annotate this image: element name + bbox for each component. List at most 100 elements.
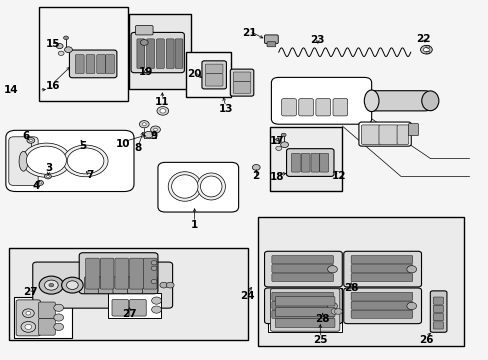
Circle shape — [27, 138, 35, 143]
FancyBboxPatch shape — [407, 123, 418, 136]
Circle shape — [160, 109, 165, 113]
Text: 3: 3 — [45, 163, 52, 173]
Circle shape — [334, 309, 342, 314]
FancyBboxPatch shape — [432, 322, 443, 329]
Bar — [269, 127, 342, 191]
FancyBboxPatch shape — [350, 292, 412, 300]
FancyBboxPatch shape — [271, 292, 333, 300]
FancyBboxPatch shape — [361, 125, 380, 144]
Circle shape — [151, 261, 157, 265]
Circle shape — [142, 123, 146, 126]
Text: 11: 11 — [155, 96, 169, 107]
Circle shape — [144, 131, 153, 138]
FancyBboxPatch shape — [271, 274, 333, 282]
FancyBboxPatch shape — [112, 300, 128, 316]
FancyBboxPatch shape — [39, 302, 55, 319]
Circle shape — [39, 182, 41, 184]
FancyBboxPatch shape — [233, 82, 250, 93]
FancyBboxPatch shape — [143, 258, 157, 289]
FancyBboxPatch shape — [9, 137, 38, 185]
Circle shape — [39, 276, 63, 294]
FancyBboxPatch shape — [291, 153, 300, 172]
Text: 28: 28 — [343, 283, 358, 293]
Text: 22: 22 — [415, 34, 429, 44]
FancyBboxPatch shape — [367, 91, 428, 111]
Text: 16: 16 — [45, 81, 60, 91]
FancyBboxPatch shape — [432, 297, 443, 304]
FancyBboxPatch shape — [6, 130, 134, 192]
FancyBboxPatch shape — [156, 39, 164, 68]
Circle shape — [26, 311, 31, 315]
Circle shape — [166, 282, 174, 288]
FancyBboxPatch shape — [105, 55, 114, 73]
Circle shape — [54, 304, 63, 311]
Text: 26: 26 — [418, 335, 433, 345]
FancyBboxPatch shape — [39, 319, 55, 335]
FancyBboxPatch shape — [270, 289, 339, 331]
Circle shape — [46, 175, 49, 177]
Circle shape — [151, 266, 157, 270]
Text: 17: 17 — [269, 136, 284, 146]
Bar — [129, 14, 190, 89]
Circle shape — [49, 283, 54, 287]
Circle shape — [29, 139, 32, 141]
Text: 12: 12 — [331, 171, 346, 181]
FancyBboxPatch shape — [286, 149, 333, 176]
FancyBboxPatch shape — [131, 32, 184, 73]
FancyBboxPatch shape — [343, 251, 421, 287]
FancyBboxPatch shape — [271, 265, 333, 273]
Ellipse shape — [200, 176, 222, 197]
FancyBboxPatch shape — [396, 125, 408, 144]
FancyBboxPatch shape — [350, 301, 412, 309]
Circle shape — [327, 266, 337, 273]
Ellipse shape — [197, 173, 225, 200]
FancyBboxPatch shape — [310, 153, 319, 172]
FancyBboxPatch shape — [135, 26, 153, 35]
Circle shape — [58, 51, 64, 55]
Circle shape — [330, 309, 338, 314]
Ellipse shape — [364, 90, 378, 112]
Text: 18: 18 — [269, 172, 284, 182]
FancyBboxPatch shape — [75, 55, 84, 73]
Circle shape — [54, 314, 63, 321]
FancyBboxPatch shape — [16, 300, 41, 336]
Circle shape — [150, 126, 160, 133]
Text: 27: 27 — [122, 309, 137, 319]
Ellipse shape — [63, 145, 108, 177]
Circle shape — [406, 302, 416, 310]
Circle shape — [281, 133, 285, 137]
Text: 6: 6 — [23, 131, 30, 141]
Text: 20: 20 — [187, 69, 202, 79]
FancyBboxPatch shape — [129, 258, 143, 289]
FancyBboxPatch shape — [202, 61, 226, 89]
Ellipse shape — [19, 151, 28, 171]
FancyBboxPatch shape — [158, 162, 238, 212]
Circle shape — [63, 36, 68, 40]
FancyBboxPatch shape — [271, 301, 333, 309]
Text: 8: 8 — [135, 143, 142, 153]
FancyBboxPatch shape — [79, 253, 158, 294]
FancyBboxPatch shape — [271, 77, 371, 124]
Circle shape — [140, 40, 148, 45]
Bar — [39, 7, 128, 101]
Bar — [107, 293, 161, 318]
Circle shape — [160, 282, 167, 288]
Circle shape — [280, 142, 288, 148]
FancyBboxPatch shape — [142, 277, 157, 293]
Circle shape — [327, 302, 337, 310]
Text: 13: 13 — [218, 104, 233, 114]
Text: 1: 1 — [191, 220, 198, 230]
FancyBboxPatch shape — [343, 288, 421, 324]
Ellipse shape — [171, 175, 198, 198]
FancyBboxPatch shape — [319, 153, 328, 172]
Circle shape — [37, 180, 43, 185]
FancyBboxPatch shape — [350, 274, 412, 282]
FancyBboxPatch shape — [129, 300, 146, 316]
Circle shape — [151, 297, 161, 304]
FancyBboxPatch shape — [298, 99, 313, 116]
Circle shape — [44, 280, 58, 290]
FancyBboxPatch shape — [100, 258, 114, 289]
Circle shape — [56, 44, 63, 49]
FancyBboxPatch shape — [166, 39, 174, 68]
Ellipse shape — [26, 146, 66, 174]
